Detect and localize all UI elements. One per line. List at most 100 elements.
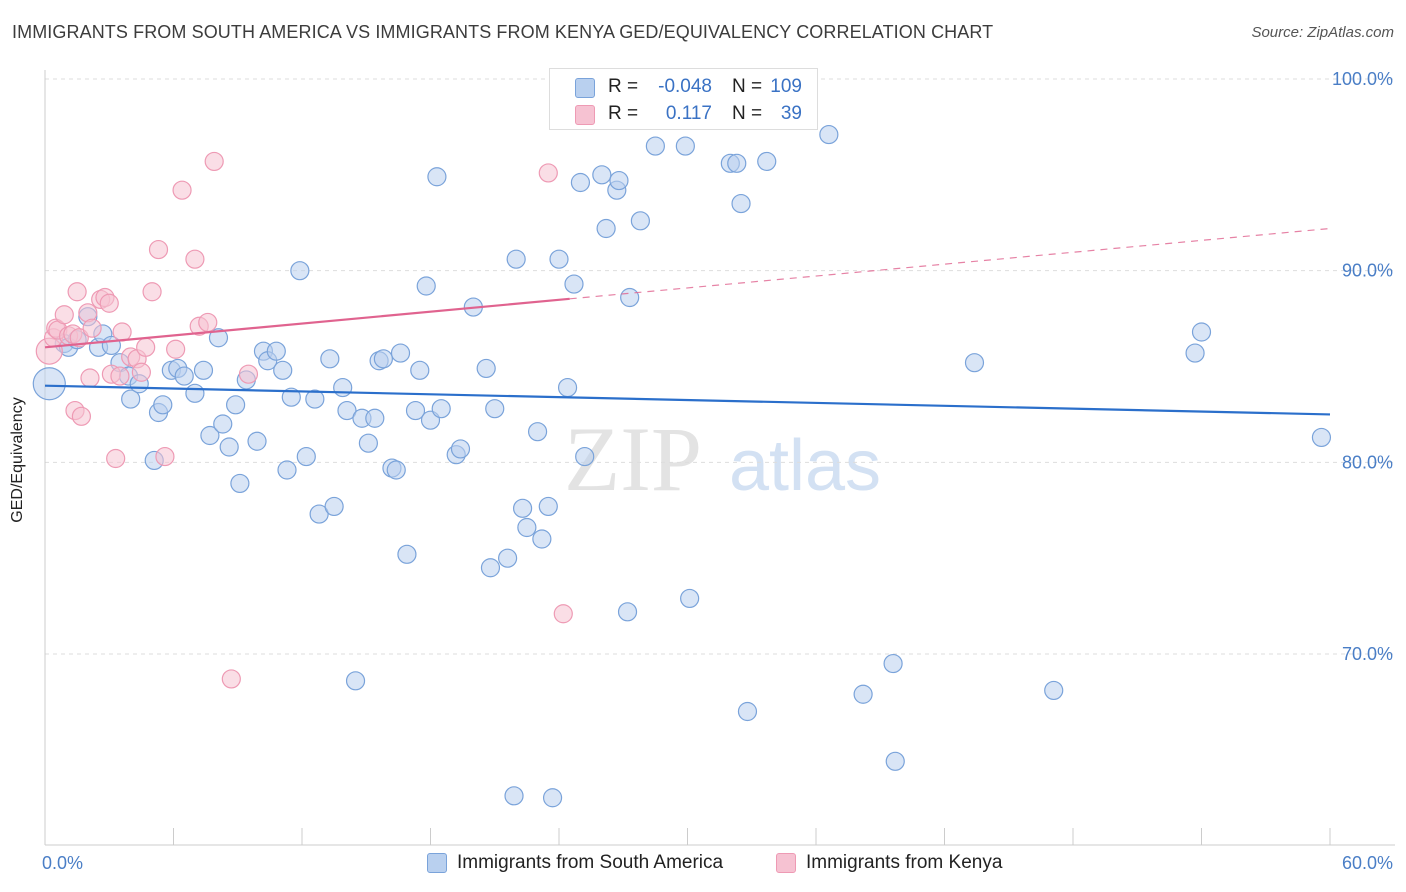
legend-n-label: N = — [732, 76, 763, 97]
kenya-point — [106, 448, 126, 469]
series-swatch-south-america — [427, 853, 447, 873]
chart-title: IMMIGRANTS FROM SOUTH AMERICA VS IMMIGRA… — [12, 22, 994, 42]
kenya-point — [67, 282, 87, 302]
south-america-point — [1311, 427, 1332, 448]
south-america-point — [247, 431, 267, 451]
legend-row-south-america: R = -0.048 N = 109 — [550, 74, 817, 100]
south-america-point — [1044, 680, 1064, 701]
legend-r-value: 0.117 — [665, 103, 712, 124]
kenya-point — [238, 364, 259, 384]
kenya-point — [185, 249, 205, 269]
kenya-point — [131, 362, 151, 382]
south-america-point — [337, 400, 357, 421]
legend-n-value: 39 — [780, 103, 802, 124]
south-america-point — [542, 788, 563, 808]
south-america-point — [731, 193, 751, 214]
south-america-point — [416, 276, 436, 296]
south-america-point — [498, 548, 518, 568]
y-tick-label: 70.0% — [1342, 644, 1393, 664]
south-america-point — [230, 473, 250, 494]
south-america-point — [609, 170, 629, 191]
kenya-point — [142, 282, 162, 302]
south-america-point — [570, 172, 591, 193]
south-america-point — [333, 377, 353, 398]
kenya-trend-extrapolation — [569, 227, 1331, 300]
legend-r-label: R = — [608, 76, 639, 97]
south-america-point — [1191, 322, 1212, 342]
legend-swatch-pink — [575, 105, 595, 125]
tick-labels: 70.0% 80.0% 90.0% 100.0% 0.0% 60.0% — [42, 69, 1393, 873]
south-america-point — [476, 358, 496, 379]
south-america-point — [386, 460, 406, 480]
south-america-point — [431, 399, 451, 419]
south-america-point — [853, 684, 873, 704]
south-america-point — [410, 360, 430, 380]
south-america-point — [219, 437, 239, 457]
kenya-point — [198, 312, 218, 333]
series-label-kenya: Immigrants from Kenya — [806, 852, 1003, 873]
south-america-point — [885, 751, 905, 771]
south-america-point — [121, 389, 141, 409]
kenya-point — [71, 406, 92, 426]
legend-row-kenya: R = 0.117 N = 39 — [550, 101, 817, 127]
south-america-point — [208, 328, 229, 348]
south-america-point — [358, 433, 378, 453]
south-america-point — [512, 498, 533, 518]
legend-n-value: 109 — [770, 76, 802, 97]
south-america-point — [592, 165, 612, 185]
south-america-point — [480, 558, 501, 578]
south-america-point — [153, 395, 173, 415]
south-america-point — [320, 349, 340, 369]
south-america-point — [200, 425, 220, 446]
trend-lines — [44, 227, 1331, 416]
south-america-point — [617, 602, 638, 622]
south-america-point — [883, 653, 903, 674]
south-america-point — [174, 366, 194, 386]
kenya-point — [110, 366, 130, 386]
south-america-point — [680, 588, 700, 609]
south-america-point — [727, 153, 747, 173]
y-tick-label: 100.0% — [1332, 69, 1393, 89]
south-america-point — [290, 261, 310, 281]
south-america-point — [596, 218, 616, 239]
watermark-atlas: atlas — [729, 426, 881, 506]
south-america-point — [296, 446, 316, 467]
south-america-point — [281, 387, 301, 407]
south-america-point — [277, 460, 297, 480]
south-america-point — [373, 349, 393, 369]
south-america-point — [630, 211, 650, 231]
legend-r-label: R = — [608, 103, 639, 124]
kenya-point — [166, 339, 186, 359]
south-america-point — [532, 529, 552, 549]
x-tick-label-min: 0.0% — [42, 853, 83, 873]
south-america-point — [538, 496, 558, 517]
south-america-point — [345, 671, 366, 691]
kenya-point — [204, 151, 224, 172]
legend-n-label: N = — [732, 103, 763, 124]
kenya-point — [80, 368, 100, 388]
south-america-point — [504, 786, 524, 806]
south-america-point — [1185, 343, 1205, 363]
south-america-point — [266, 341, 286, 361]
south-america-point — [226, 395, 246, 415]
south-america-point — [450, 439, 471, 459]
kenya-point — [54, 305, 74, 325]
south-america-point — [405, 400, 426, 421]
south-america-point — [819, 124, 839, 145]
kenya-point — [538, 163, 558, 183]
south-america-point — [324, 496, 344, 517]
south-america-point — [506, 249, 526, 269]
kenya-point — [172, 180, 192, 200]
south-america-point — [557, 377, 578, 398]
kenya-point — [69, 328, 89, 348]
south-america-point — [757, 151, 777, 172]
source-label: Source: ZipAtlas.com — [1251, 24, 1394, 41]
south-america-point — [620, 287, 640, 308]
kenya-point — [553, 604, 573, 624]
south-america-point — [575, 446, 595, 467]
y-tick-label: 90.0% — [1342, 261, 1393, 281]
data-points — [32, 69, 1332, 808]
south-america-point — [485, 399, 505, 419]
south-america-point — [675, 136, 695, 156]
